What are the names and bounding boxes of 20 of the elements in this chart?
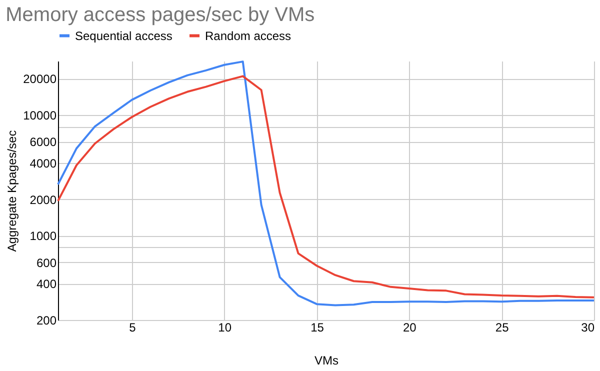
legend-label: Sequential access bbox=[75, 28, 172, 43]
x-tick-label: 20 bbox=[402, 320, 417, 334]
y-tick-label: 2000 bbox=[30, 192, 57, 207]
x-axis-title: VMs bbox=[314, 354, 338, 368]
y-tick-label: 6000 bbox=[30, 135, 57, 150]
legend-label: Random access bbox=[205, 28, 292, 43]
y-tick-label: 4000 bbox=[30, 156, 57, 170]
y-tick-label: 1000 bbox=[30, 229, 57, 244]
x-tick-label: 25 bbox=[495, 320, 510, 334]
chart-title: Memory access pages/sec by VMs bbox=[6, 4, 315, 26]
y-tick-label: 20000 bbox=[23, 72, 57, 86]
x-tick-label: 30 bbox=[581, 320, 595, 334]
x-tick-label: 10 bbox=[218, 320, 232, 334]
y-tick-label: 400 bbox=[36, 277, 57, 292]
y-axis-title: Aggregate Kpages/sec bbox=[5, 130, 20, 252]
y-tick-label: 10000 bbox=[23, 108, 57, 122]
x-tick-label: 15 bbox=[310, 320, 324, 334]
y-tick-label: 600 bbox=[36, 256, 57, 270]
x-tick-label: 5 bbox=[129, 320, 136, 334]
y-tick-label: 200 bbox=[36, 314, 57, 328]
